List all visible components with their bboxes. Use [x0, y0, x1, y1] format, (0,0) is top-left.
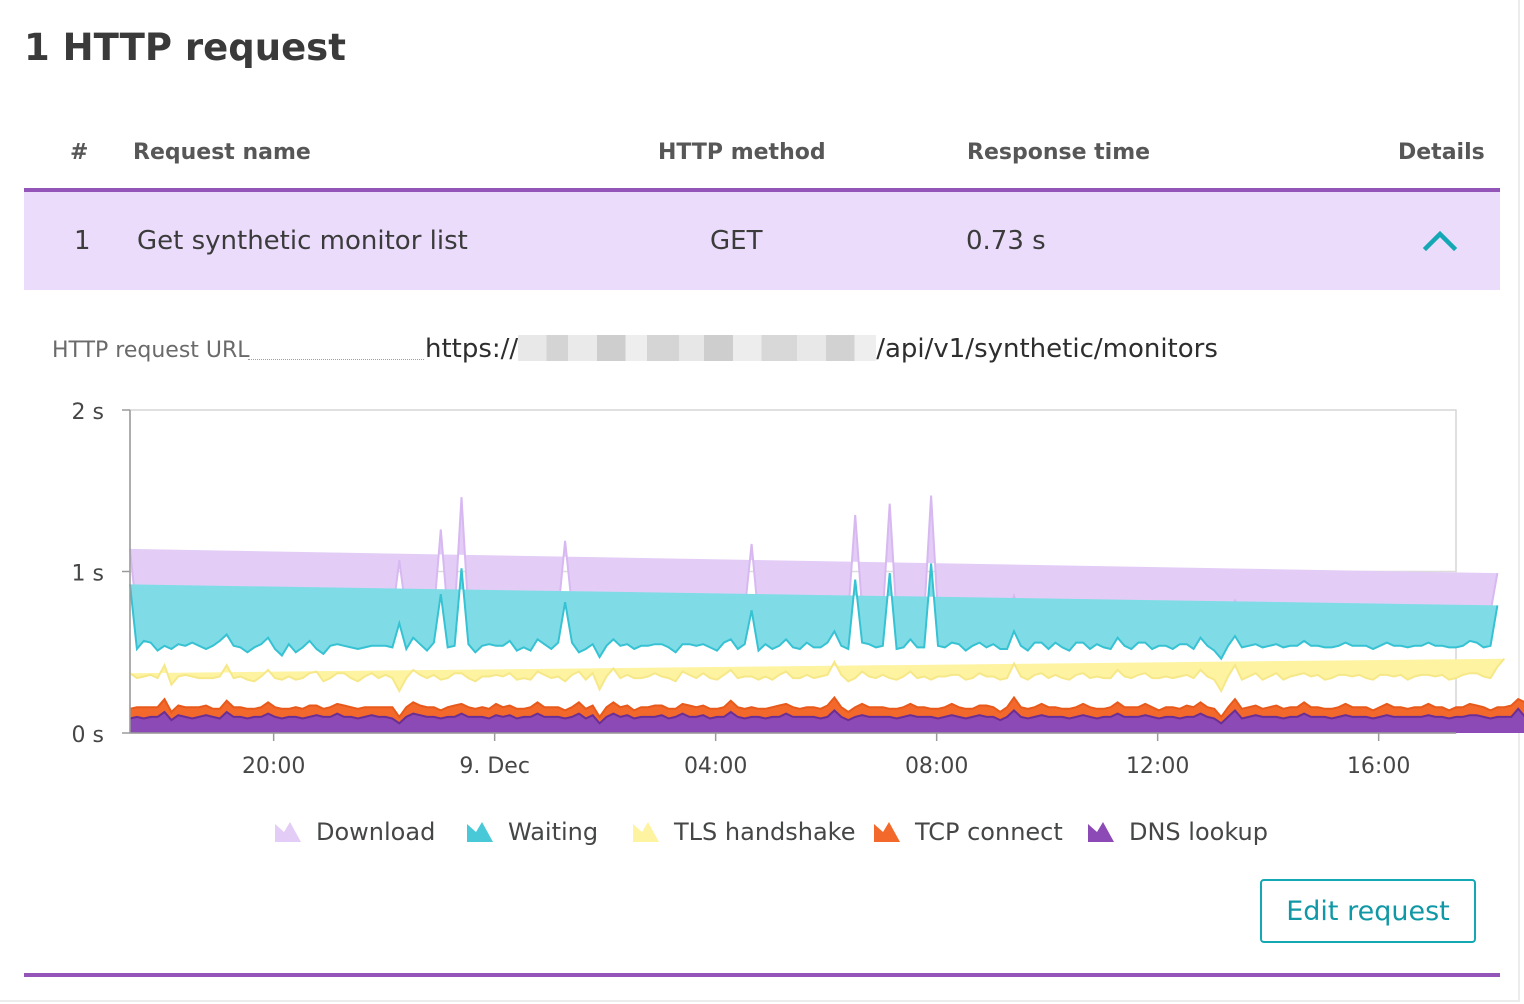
table-row[interactable]: 1 Get synthetic monitor list GET 0.73 s [24, 192, 1500, 290]
x-tick-label: 9. Dec [459, 754, 530, 779]
response-time: 0.73 s [966, 226, 1046, 256]
legend-item-tcp-connect[interactable]: TCP connect [873, 812, 1063, 852]
y-tick-label: 1 s [72, 562, 104, 587]
request-url-label: HTTP request URL [52, 338, 250, 363]
line-tcp-connect [129, 695, 1524, 719]
legend-label: TCP connect [915, 818, 1063, 846]
request-name: Get synthetic monitor list [137, 226, 468, 256]
response-time-chart[interactable]: 0 s 1 s 2 s 20:00 9. Dec 04:00 08:00 12:00 16:00 [0, 390, 1524, 810]
chart-legend: Download Waiting TLS handshake TCP conne… [0, 812, 1524, 852]
table-header: # Request name HTTP method Response time… [24, 130, 1500, 192]
legend-swatch-download-icon [275, 822, 301, 842]
legend-swatch-waiting-icon [467, 822, 493, 842]
x-tick-label: 20:00 [242, 754, 305, 779]
area-tls-handshake [130, 658, 1505, 691]
y-tick-label: 0 s [72, 723, 104, 748]
x-tick-label: 16:00 [1347, 754, 1410, 779]
legend-item-download[interactable]: Download [274, 812, 435, 852]
row-index: 1 [74, 226, 91, 256]
column-header-response-time: Response time [967, 140, 1151, 165]
legend-label: Waiting [508, 818, 599, 846]
area-waiting [130, 563, 1498, 659]
x-tick-label: 04:00 [684, 754, 747, 779]
section-divider [24, 973, 1500, 977]
y-tick-label: 2 s [72, 400, 104, 425]
legend-item-tls-handshake[interactable]: TLS handshake [632, 812, 856, 852]
legend-swatch-tls-handshake-icon [633, 822, 659, 842]
http-method: GET [710, 226, 763, 256]
legend-item-dns-lookup[interactable]: DNS lookup [1087, 812, 1268, 852]
leader-dots [248, 359, 424, 360]
column-header-request-name: Request name [133, 140, 311, 165]
x-tick-label: 08:00 [905, 754, 968, 779]
legend-item-waiting[interactable]: Waiting [466, 812, 598, 852]
request-url-prefix: https:// [425, 334, 519, 364]
line-tls-handshake [129, 658, 1506, 694]
x-tick-label: 12:00 [1126, 754, 1189, 779]
line-dns-lookup [129, 707, 1524, 725]
chevron-up-icon[interactable] [1422, 224, 1458, 256]
legend-label: TLS handshake [674, 818, 856, 846]
legend-swatch-dns-lookup-icon [1088, 822, 1114, 842]
column-header-http-method: HTTP method [658, 140, 826, 165]
legend-swatch-tcp-connect-icon [874, 822, 900, 842]
edit-request-button[interactable]: Edit request [1260, 879, 1476, 943]
legend-label: Download [316, 818, 436, 846]
page-title: 1 HTTP request [24, 26, 346, 69]
column-header-index: # [70, 140, 89, 165]
redacted-host [518, 335, 877, 361]
area-dns-lookup [130, 708, 1524, 733]
line-waiting [129, 563, 1499, 661]
request-url-suffix: /api/v1/synthetic/monitors [876, 334, 1218, 364]
column-header-details: Details [1398, 140, 1485, 165]
request-url[interactable]: https:// /api/v1/synthetic/monitors [425, 334, 1218, 364]
legend-label: DNS lookup [1129, 818, 1268, 846]
